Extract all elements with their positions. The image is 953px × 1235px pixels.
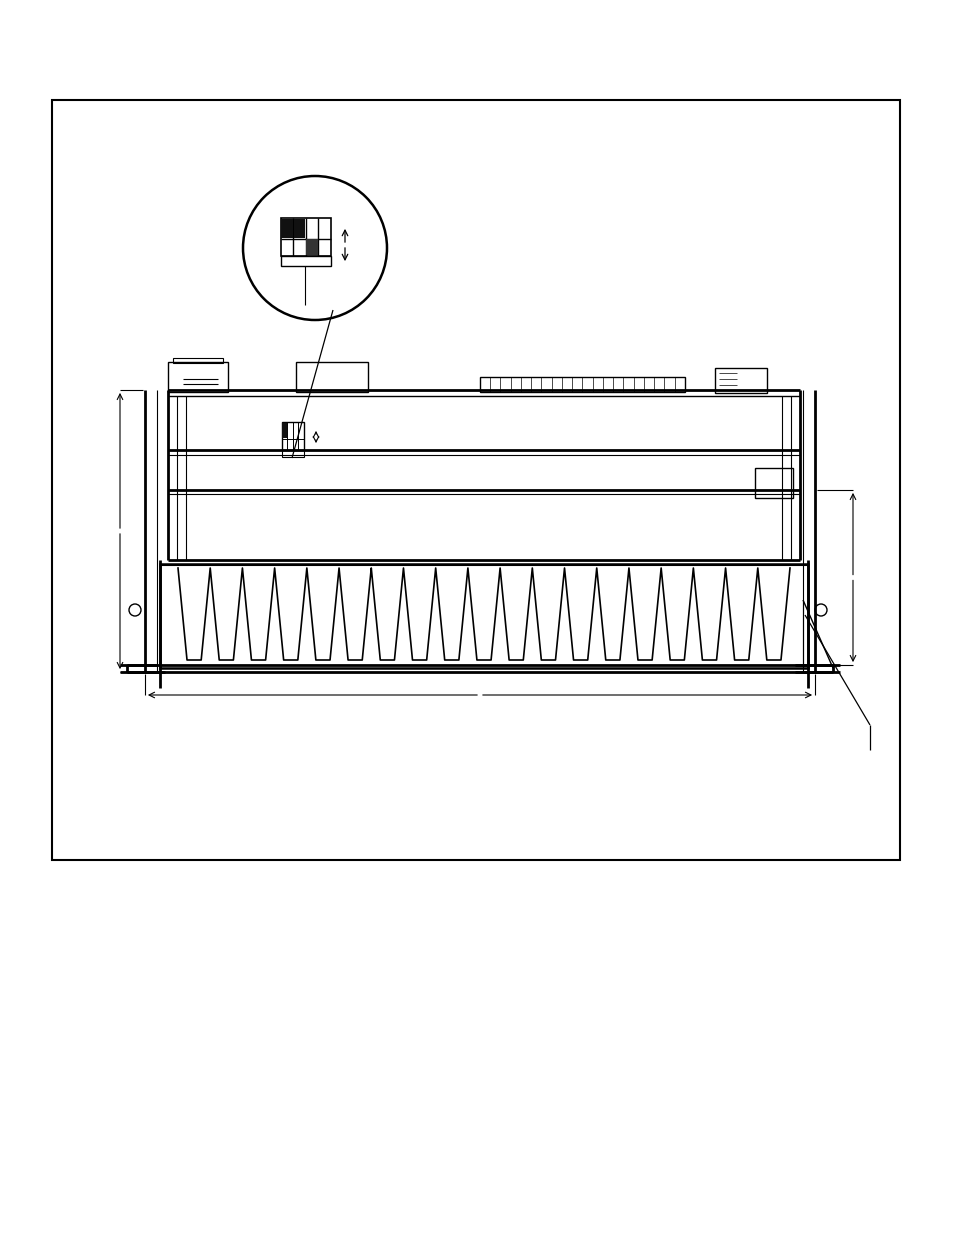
Bar — [754, 468, 792, 498]
Bar — [52, 100, 899, 860]
Bar — [172, 358, 223, 363]
Bar — [282, 422, 287, 438]
Bar — [281, 219, 293, 238]
Bar — [479, 377, 684, 391]
Bar — [282, 450, 304, 457]
Bar — [281, 219, 331, 256]
Bar — [168, 362, 228, 391]
Bar — [306, 240, 317, 256]
Bar — [160, 564, 807, 668]
Bar — [294, 219, 305, 238]
Bar — [714, 368, 766, 393]
Bar — [281, 256, 331, 266]
Bar — [282, 422, 304, 450]
Bar — [295, 362, 368, 391]
